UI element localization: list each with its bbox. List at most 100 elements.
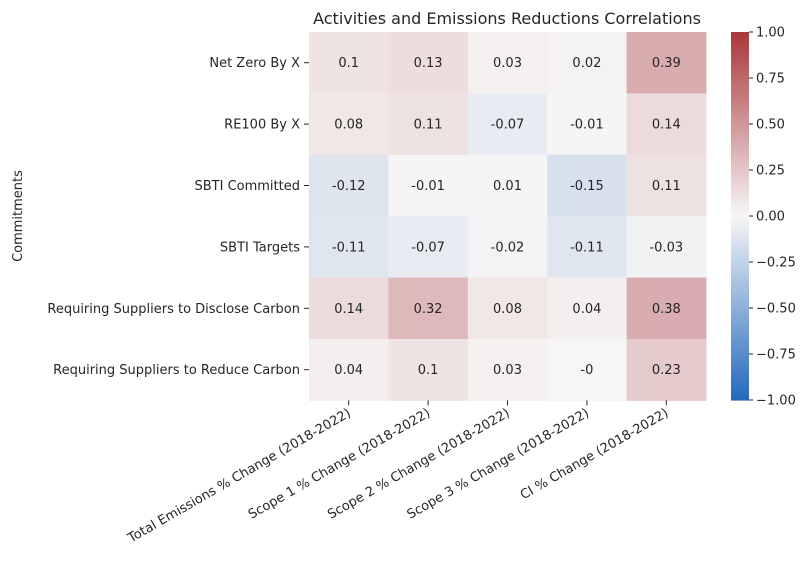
heatmap-cell xyxy=(309,339,389,401)
colorbar-segment xyxy=(731,32,749,36)
colorbar-segment xyxy=(731,338,749,343)
cell-value-label: 0.04 xyxy=(572,302,601,317)
colorbar-segment xyxy=(731,384,749,389)
heatmap-cell xyxy=(547,339,628,401)
cell-value-label: 0.11 xyxy=(414,118,443,133)
cell-value-label: 0.08 xyxy=(334,118,363,133)
colorbar-segment xyxy=(731,311,749,315)
colorbar-segment xyxy=(731,145,749,150)
colorbar-segment xyxy=(731,99,749,104)
colorbar-segment xyxy=(731,194,749,199)
colorbar-tick-label: −0.50 xyxy=(756,302,796,317)
colorbar-segment xyxy=(731,335,749,340)
colorbar-segment xyxy=(731,114,749,119)
colorbar-tick-label: 0.50 xyxy=(756,118,785,133)
heatmap-cell xyxy=(547,93,628,156)
x-axis-ticks: Total Emissions % Change (2018-2022)Scop… xyxy=(125,400,671,547)
colorbar-segment xyxy=(731,111,749,116)
colorbar-tick-label: 0.75 xyxy=(756,72,785,87)
cell-value-label: -0.01 xyxy=(411,179,445,194)
cell-value-label: -0.07 xyxy=(491,118,525,133)
cell-value-label: -0.11 xyxy=(332,240,366,255)
colorbar-segment xyxy=(731,347,749,352)
cell-value-label: -0.15 xyxy=(570,179,604,194)
colorbar-segment xyxy=(731,237,749,242)
colorbar-segment xyxy=(731,301,749,306)
cell-value-label: 0.01 xyxy=(493,179,522,194)
colorbar-tick-label: 0.00 xyxy=(756,210,785,225)
colorbar-segment xyxy=(731,65,749,70)
colorbar-segment xyxy=(731,292,749,297)
colorbar-segment xyxy=(731,197,749,202)
colorbar-segment xyxy=(731,41,749,45)
heatmap-cell xyxy=(388,339,469,401)
colorbar-segment xyxy=(731,363,749,367)
colorbar-segment xyxy=(731,68,749,73)
heatmap-cell xyxy=(467,32,548,94)
colorbar-segment xyxy=(731,154,749,159)
heatmap-cell xyxy=(467,339,548,401)
colorbar-tick-label: −0.75 xyxy=(756,348,796,363)
colorbar-segment xyxy=(731,225,749,229)
colorbar-segment xyxy=(731,44,749,48)
colorbar-segment xyxy=(731,387,749,392)
cell-value-label: 0.1 xyxy=(418,363,439,378)
heatmap-cell xyxy=(309,154,389,217)
colorbar-segment xyxy=(731,332,749,337)
heatmap-cell xyxy=(309,277,389,340)
colorbar-tick-label: 0.25 xyxy=(756,164,785,179)
cell-value-label: 0.02 xyxy=(572,56,601,71)
cell-value-label: 0.14 xyxy=(334,302,363,317)
heatmap-cell xyxy=(626,216,707,279)
colorbar-segment xyxy=(731,200,749,205)
y-tick-label: SBTI Committed xyxy=(195,179,301,194)
heatmap-cell xyxy=(547,216,628,279)
y-tick-label: Requiring Suppliers to Reduce Carbon xyxy=(53,363,300,378)
colorbar-segment xyxy=(731,35,749,39)
cell-value-label: 0.32 xyxy=(414,302,443,317)
colorbar-segment xyxy=(731,350,749,355)
colorbar-segment xyxy=(731,133,749,137)
colorbar-segment xyxy=(731,286,749,291)
colorbar-segment xyxy=(731,87,749,91)
colorbar-segment xyxy=(731,160,749,165)
colorbar-segment xyxy=(731,258,749,263)
colorbar-segment xyxy=(731,216,749,220)
colorbar-segment xyxy=(731,108,749,113)
colorbar-segment xyxy=(731,96,749,101)
cell-value-label: -0.11 xyxy=(570,240,604,255)
heatmap-cell xyxy=(388,93,469,156)
cell-value-label: -0.12 xyxy=(332,179,366,194)
heatmap-cell xyxy=(309,93,389,156)
colorbar-segment xyxy=(731,252,749,257)
colorbar-segment xyxy=(731,188,749,193)
y-tick-label: Net Zero By X xyxy=(209,56,300,71)
colorbar-segment xyxy=(731,231,749,235)
heatmap-cell xyxy=(467,277,548,340)
colorbar-segment xyxy=(731,344,749,349)
y-tick-label: SBTI Targets xyxy=(220,240,300,255)
y-tick-label: Requiring Suppliers to Disclose Carbon xyxy=(47,302,300,317)
colorbar-segment xyxy=(731,209,749,214)
cell-value-label: 0.13 xyxy=(414,56,443,71)
heatmap-cell xyxy=(626,32,707,94)
colorbar-segment xyxy=(731,274,749,278)
colorbar-segment xyxy=(731,117,749,122)
cell-value-label: 0.08 xyxy=(493,302,522,317)
colorbar-segment xyxy=(731,170,749,174)
colorbar-segment xyxy=(731,139,749,143)
colorbar-segment xyxy=(731,219,749,223)
colorbar-segment xyxy=(731,240,749,245)
colorbar-tick-label: −1.00 xyxy=(756,394,796,409)
colorbar-segment xyxy=(731,142,749,147)
colorbar-segment xyxy=(731,206,749,211)
colorbar-segment xyxy=(731,222,749,226)
colorbar-segment xyxy=(731,50,749,55)
colorbar-segment xyxy=(731,249,749,254)
heatmap-cells: 0.1 0.13 0.03 0.02 0.39 0.08 0.11 -0.07 -0.01 0.1… xyxy=(309,32,707,401)
colorbar-segment xyxy=(731,78,749,82)
colorbar-segment xyxy=(731,283,749,288)
colorbar-segment xyxy=(731,102,749,107)
cell-value-label: 0.11 xyxy=(652,179,681,194)
